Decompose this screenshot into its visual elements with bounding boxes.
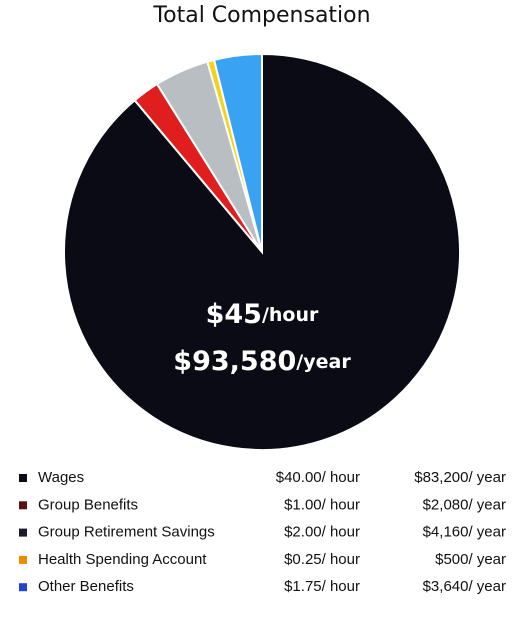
hourly-label: $1.00/ hour <box>284 496 360 513</box>
hourly-label: $0.25/ hour <box>284 551 360 568</box>
center-amount: $45 <box>206 299 262 330</box>
annual-label: $3,640/ year <box>423 578 506 595</box>
legend-swatch <box>19 583 27 592</box>
hourly-label: $1.75/ hour <box>284 578 360 595</box>
annual-label: $500/ year <box>435 551 506 568</box>
pie-slice <box>212 52 263 253</box>
pie-slice <box>63 52 461 451</box>
center-unit: /hour <box>262 304 319 326</box>
annual-label: $83,200/ year <box>414 469 506 486</box>
hourly-label: $2.00/ hour <box>284 524 360 541</box>
center-amount: $93,580 <box>173 346 296 377</box>
legend-swatch <box>19 555 27 564</box>
legend-label: Wages <box>38 469 84 486</box>
annual-label: $2,080/ year <box>423 496 506 513</box>
center-label: $45/hour <box>206 299 319 330</box>
legend-swatch <box>19 528 27 537</box>
legend-label: Other Benefits <box>38 578 134 595</box>
center-label: $93,580/year <box>173 346 351 377</box>
annual-label: $4,160/ year <box>423 524 506 541</box>
center-unit: /year <box>296 351 351 373</box>
legend-label: Group Retirement Savings <box>38 524 215 541</box>
legend-label: Group Benefits <box>38 496 138 513</box>
legend-swatch <box>19 501 27 510</box>
chart-title: Total Compensation <box>152 3 370 28</box>
legend-swatch <box>19 474 27 482</box>
legend-label: Health Spending Account <box>38 551 207 568</box>
hourly-label: $40.00/ hour <box>276 469 360 486</box>
